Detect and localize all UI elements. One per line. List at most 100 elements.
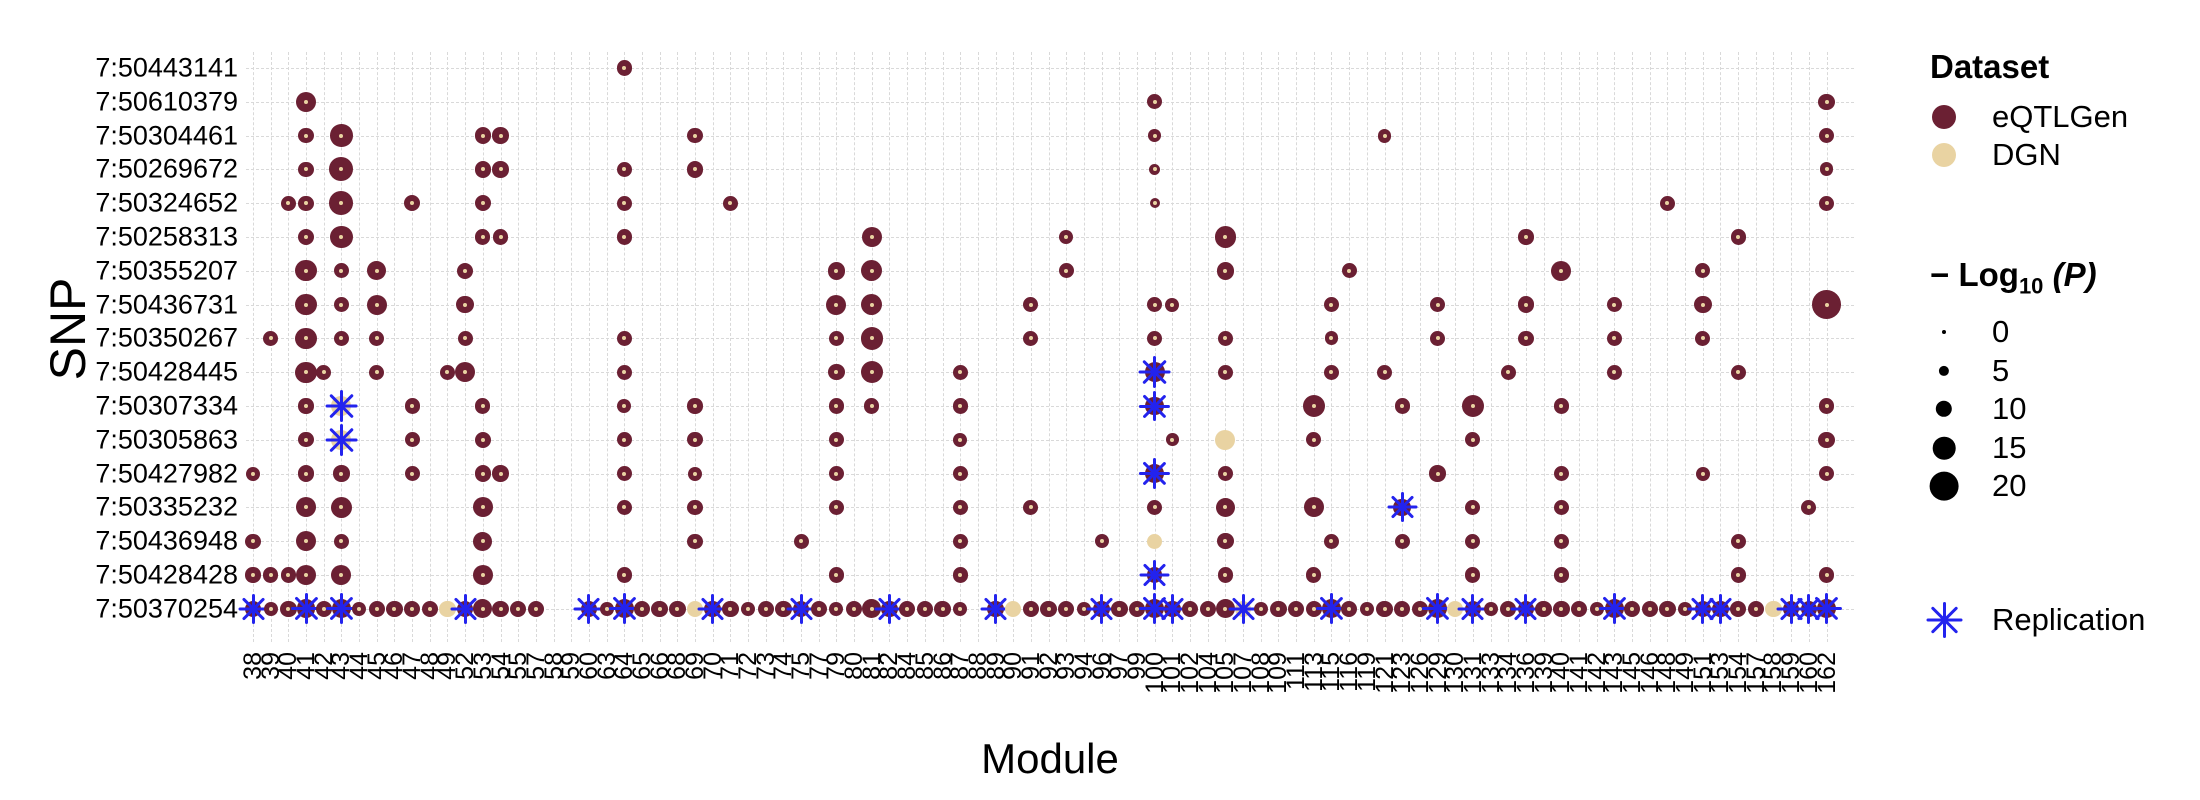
data-point-bubble-eqtlgen bbox=[1305, 600, 1322, 617]
grid-line-horizontal bbox=[246, 203, 1854, 205]
replication-star bbox=[325, 593, 357, 625]
data-point-bubble-eqtlgen bbox=[862, 599, 882, 619]
data-point-bubble-eqtlgen bbox=[474, 127, 492, 144]
data-point-bubble-eqtlgen bbox=[1570, 600, 1588, 617]
data-point-bubble-eqtlgen bbox=[1324, 331, 1339, 346]
data-point-bubble-eqtlgen bbox=[298, 432, 314, 448]
bubble-center-dot bbox=[1223, 336, 1228, 341]
bubble-center-dot bbox=[834, 268, 839, 273]
bubble-center-dot bbox=[1559, 268, 1564, 273]
bubble-center-dot bbox=[268, 572, 273, 577]
snp-label: 7:50427982 bbox=[95, 458, 238, 489]
data-point-bubble-eqtlgen bbox=[1270, 600, 1287, 617]
grid-line-vertical bbox=[783, 52, 785, 642]
data-point-bubble-eqtlgen bbox=[1147, 94, 1163, 110]
bubble-center-dot bbox=[1152, 505, 1157, 510]
size-title-minus: − bbox=[1930, 256, 1959, 293]
bubble-center-dot bbox=[692, 403, 697, 408]
data-point-bubble-eqtlgen bbox=[651, 600, 668, 617]
data-point-bubble-eqtlgen bbox=[1812, 290, 1841, 319]
data-point-bubble-eqtlgen bbox=[1730, 533, 1746, 549]
replication-star bbox=[1086, 593, 1117, 624]
bubble-center-dot bbox=[498, 167, 503, 172]
bubble-center-dot bbox=[498, 606, 503, 611]
bubble-center-dot bbox=[304, 167, 309, 172]
data-point-bubble-eqtlgen bbox=[616, 60, 632, 76]
bubble-center-dot bbox=[1382, 606, 1387, 611]
bubble-center-dot bbox=[869, 234, 874, 239]
data-point-bubble-eqtlgen bbox=[1148, 163, 1161, 176]
data-point-bubble-eqtlgen bbox=[952, 499, 968, 515]
grid-line-vertical bbox=[801, 52, 803, 642]
data-point-bubble-eqtlgen bbox=[1695, 466, 1710, 481]
replication-star bbox=[1811, 593, 1842, 625]
data-point-bubble-eqtlgen bbox=[1429, 330, 1446, 346]
data-point-bubble-eqtlgen bbox=[898, 600, 916, 617]
data-point-bubble-eqtlgen bbox=[1147, 330, 1163, 346]
bubble-center-dot bbox=[1700, 471, 1705, 476]
data-point-bubble-eqtlgen bbox=[1394, 398, 1410, 414]
bubble-center-dot bbox=[1435, 336, 1440, 341]
grid-line-vertical bbox=[1667, 52, 1669, 642]
data-point-bubble-eqtlgen bbox=[1606, 364, 1622, 380]
bubble-center-dot bbox=[692, 539, 697, 544]
data-point-bubble-eqtlgen bbox=[1641, 600, 1658, 617]
data-point-bubble-eqtlgen bbox=[616, 466, 632, 482]
replication-star bbox=[786, 593, 817, 624]
grid-line-vertical bbox=[1632, 52, 1634, 642]
data-point-bubble-eqtlgen bbox=[333, 330, 349, 346]
data-point-bubble-eqtlgen bbox=[810, 600, 827, 617]
legend-item-label: Replication bbox=[1992, 602, 2146, 637]
grid-line-vertical bbox=[1455, 52, 1457, 642]
bubble-center-dot bbox=[1311, 403, 1316, 408]
snp-label: 7:50324652 bbox=[95, 187, 238, 218]
bubble-center-dot bbox=[1311, 505, 1316, 510]
bubble-center-dot bbox=[604, 606, 609, 611]
data-point-bubble-eqtlgen bbox=[1217, 533, 1234, 550]
data-point-bubble-eqtlgen bbox=[1022, 600, 1040, 617]
bubble-center-dot bbox=[622, 167, 627, 172]
bubble-center-dot bbox=[728, 201, 733, 206]
data-point-bubble-eqtlgen bbox=[1149, 198, 1160, 209]
bubble-center-dot bbox=[1329, 302, 1334, 307]
data-point-bubble-eqtlgen bbox=[1023, 330, 1039, 346]
grid-line-vertical bbox=[518, 52, 520, 642]
grid-line-vertical bbox=[907, 52, 909, 642]
grid-line-vertical bbox=[1649, 52, 1651, 642]
data-point-bubble-eqtlgen bbox=[1465, 533, 1481, 549]
data-point-bubble-eqtlgen bbox=[1818, 466, 1835, 482]
data-point-bubble-eqtlgen bbox=[263, 567, 279, 583]
data-point-bubble-eqtlgen bbox=[331, 564, 352, 586]
bubble-center-dot bbox=[498, 471, 503, 476]
data-point-bubble-eqtlgen bbox=[1517, 296, 1535, 313]
data-point-bubble-eqtlgen bbox=[456, 262, 474, 279]
bubble-center-dot bbox=[304, 437, 309, 442]
bubble-center-dot bbox=[1470, 437, 1475, 442]
data-point-bubble-eqtlgen bbox=[330, 496, 353, 519]
bubble-center-dot bbox=[250, 572, 255, 577]
data-point-bubble-eqtlgen bbox=[315, 600, 332, 617]
bubble-center-dot bbox=[1170, 302, 1175, 307]
grid-line-vertical bbox=[1437, 52, 1439, 642]
data-point-bubble-eqtlgen bbox=[1359, 601, 1374, 616]
data-point-bubble-eqtlgen bbox=[793, 533, 809, 549]
data-point-bubble-eqtlgen bbox=[404, 398, 420, 414]
size-dot-icon bbox=[1942, 330, 1946, 334]
snp-label: 7:50443141 bbox=[95, 52, 238, 83]
replication-star bbox=[1139, 560, 1170, 590]
data-point-bubble-dgn bbox=[1447, 600, 1464, 617]
data-point-bubble-eqtlgen bbox=[687, 128, 703, 144]
data-point-bubble-eqtlgen bbox=[246, 466, 260, 481]
bubble-center-dot bbox=[869, 606, 874, 611]
bubble-center-dot bbox=[1028, 336, 1033, 341]
bubble-center-dot bbox=[1311, 572, 1316, 577]
data-point-bubble-eqtlgen bbox=[952, 466, 968, 482]
bubble-center-dot bbox=[1824, 99, 1829, 104]
bubble-center-dot bbox=[869, 370, 874, 375]
bubble-center-dot bbox=[728, 606, 733, 611]
bubble-center-dot bbox=[781, 606, 786, 611]
bubble-center-dot bbox=[410, 201, 415, 206]
data-point-bubble-eqtlgen bbox=[722, 195, 738, 211]
bubble-center-dot bbox=[1506, 606, 1511, 611]
grid-line-vertical bbox=[1402, 52, 1404, 642]
